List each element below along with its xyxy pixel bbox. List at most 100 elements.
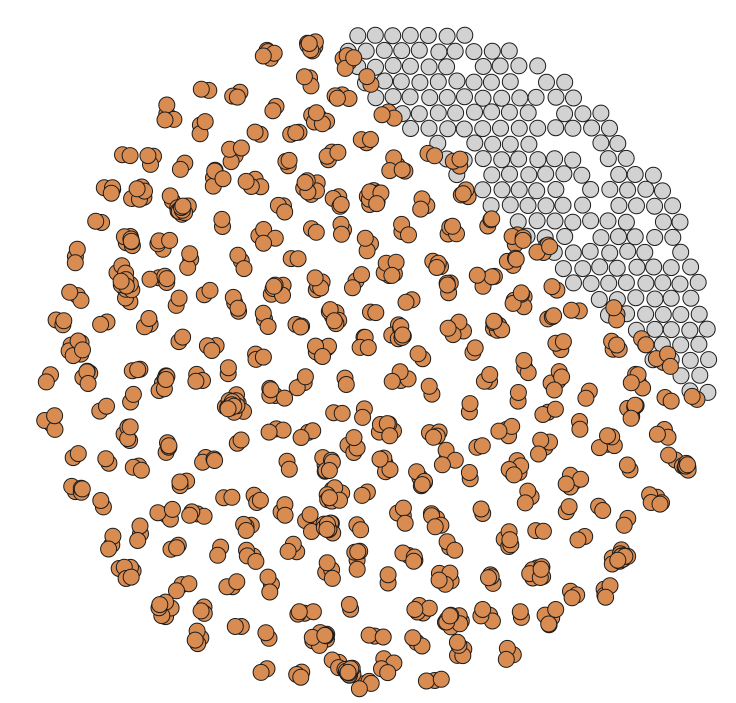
clustered-node bbox=[451, 150, 469, 168]
isolated-node bbox=[654, 182, 671, 200]
isolated-node bbox=[547, 181, 565, 198]
clustered-node bbox=[300, 35, 318, 52]
clustered-node bbox=[229, 299, 247, 317]
isolated-node bbox=[392, 73, 410, 91]
clustered-node bbox=[507, 250, 525, 268]
clustered-node bbox=[400, 226, 417, 244]
clustered-node bbox=[438, 276, 456, 294]
isolated-node bbox=[456, 26, 474, 44]
clustered-node bbox=[515, 352, 533, 369]
isolated-node bbox=[401, 88, 419, 106]
clustered-node bbox=[622, 374, 640, 392]
isolated-node bbox=[574, 105, 592, 123]
isolated-node bbox=[626, 166, 644, 183]
isolated-node bbox=[582, 181, 600, 198]
isolated-node bbox=[510, 181, 528, 199]
clustered-node bbox=[301, 506, 319, 524]
isolated-node bbox=[637, 305, 655, 323]
clustered-node bbox=[426, 147, 444, 165]
isolated-node bbox=[491, 57, 509, 75]
isolated-node bbox=[519, 197, 537, 214]
isolated-node bbox=[438, 27, 456, 45]
clustered-node bbox=[196, 113, 214, 131]
clustered-node bbox=[618, 456, 636, 474]
clustered-node bbox=[660, 446, 678, 464]
isolated-node bbox=[529, 57, 547, 75]
isolated-node bbox=[510, 150, 528, 168]
clustered-node bbox=[591, 439, 608, 457]
clustered-node bbox=[98, 397, 115, 415]
clustered-node bbox=[131, 517, 149, 535]
isolated-node bbox=[581, 242, 599, 260]
clustered-node bbox=[296, 174, 314, 191]
clustered-node bbox=[344, 279, 361, 297]
clustered-node bbox=[560, 498, 578, 516]
clustered-node bbox=[662, 392, 680, 410]
clustered-node bbox=[383, 372, 401, 390]
isolated-node bbox=[520, 166, 538, 184]
isolated-node bbox=[636, 243, 654, 261]
clustered-node bbox=[274, 421, 292, 439]
clustered-node bbox=[321, 489, 338, 507]
isolated-node bbox=[349, 27, 367, 45]
clustered-node bbox=[171, 160, 189, 178]
clustered-node bbox=[497, 650, 515, 668]
clustered-node bbox=[426, 518, 444, 536]
clustered-node bbox=[290, 603, 308, 621]
clustered-node bbox=[232, 431, 250, 449]
isolated-node bbox=[610, 197, 628, 214]
clustered-node bbox=[396, 514, 414, 532]
clustered-node bbox=[683, 387, 701, 405]
clustered-node bbox=[292, 668, 310, 686]
isolated-node bbox=[493, 89, 511, 107]
isolated-node bbox=[582, 212, 600, 230]
clustered-node bbox=[316, 626, 334, 644]
isolated-node bbox=[672, 367, 690, 385]
isolated-node bbox=[627, 289, 645, 307]
clustered-node bbox=[490, 422, 508, 440]
clustered-node bbox=[577, 389, 595, 407]
clustered-node bbox=[129, 532, 147, 549]
clustered-node bbox=[69, 445, 87, 463]
clustered-node bbox=[186, 631, 204, 649]
isolated-node bbox=[474, 58, 492, 75]
isolated-node bbox=[410, 105, 428, 123]
isolated-node bbox=[546, 212, 564, 230]
isolated-node bbox=[574, 260, 592, 278]
clustered-node bbox=[219, 359, 237, 377]
isolated-node bbox=[393, 42, 411, 60]
isolated-node bbox=[646, 229, 664, 246]
isolated-node bbox=[474, 150, 492, 168]
clustered-node bbox=[160, 437, 178, 455]
clustered-node bbox=[433, 456, 451, 474]
isolated-node bbox=[466, 103, 483, 121]
clustered-node bbox=[213, 210, 231, 228]
clustered-node bbox=[157, 371, 175, 388]
isolated-node bbox=[628, 197, 645, 215]
clustered-node bbox=[339, 663, 357, 681]
clustered-node bbox=[329, 143, 347, 161]
isolated-node bbox=[555, 165, 573, 183]
clustered-node bbox=[446, 541, 464, 559]
clustered-node bbox=[599, 427, 616, 445]
isolated-node bbox=[662, 289, 680, 307]
clustered-node bbox=[353, 266, 370, 284]
clustered-node bbox=[246, 123, 264, 141]
isolated-node bbox=[447, 104, 465, 122]
isolated-node bbox=[510, 119, 528, 137]
isolated-node bbox=[474, 89, 492, 107]
clustered-node bbox=[480, 569, 497, 587]
isolated-node bbox=[619, 181, 637, 199]
isolated-node bbox=[637, 180, 655, 198]
clustered-node bbox=[129, 361, 147, 379]
clustered-node bbox=[622, 409, 640, 427]
clustered-node bbox=[219, 400, 237, 418]
clustered-node bbox=[406, 601, 424, 618]
clustered-node bbox=[276, 203, 294, 221]
clustered-node bbox=[397, 293, 415, 311]
isolated-node bbox=[610, 166, 628, 183]
isolated-node bbox=[654, 213, 672, 231]
isolated-node bbox=[637, 274, 655, 292]
clustered-node bbox=[55, 312, 73, 330]
clustered-node bbox=[102, 184, 120, 202]
